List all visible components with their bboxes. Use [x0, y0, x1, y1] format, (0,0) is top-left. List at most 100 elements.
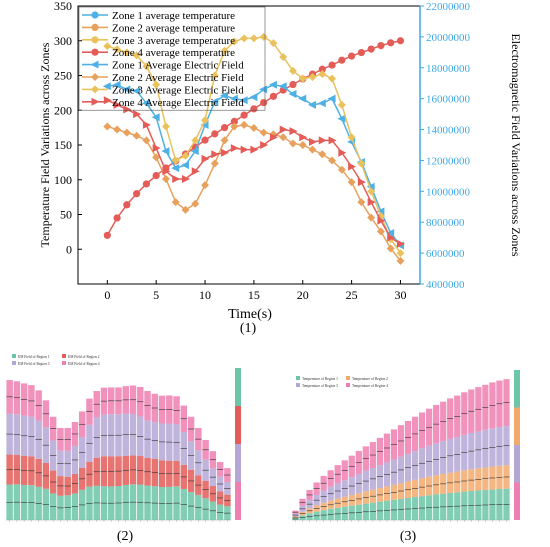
- temperature-stacked-bar-chart: Temperature of Region 1 Temperature of Re…: [292, 370, 520, 522]
- legend-label: EM Field of Region 2: [68, 355, 100, 359]
- data-point: [357, 198, 366, 207]
- data-point: [327, 94, 336, 103]
- data-point: [230, 117, 238, 125]
- data-point: [347, 178, 356, 187]
- y2-tick-label: 16000000: [426, 94, 471, 106]
- data-point: [278, 82, 287, 91]
- data-point: [123, 201, 131, 209]
- y2-tick-label: 4000000: [426, 279, 465, 291]
- y-axis-label: Temperature Field Variations across Zone…: [38, 42, 52, 247]
- data-point: [367, 213, 376, 222]
- y2-tick-label: 12000000: [426, 155, 471, 167]
- data-point: [269, 133, 278, 142]
- side-color-bar: [514, 407, 520, 445]
- side-color-bar: [235, 406, 241, 444]
- data-point: [240, 111, 248, 119]
- x-tick-label: 10: [199, 288, 211, 302]
- legend-label: Temperature of Region 4: [352, 384, 388, 388]
- side-color-bar: [514, 370, 520, 408]
- data-point: [211, 150, 220, 159]
- data-point: [91, 97, 100, 106]
- data-point: [289, 80, 297, 89]
- data-point: [230, 144, 239, 153]
- panel-label-2: (2): [117, 529, 134, 544]
- data-point: [91, 48, 99, 56]
- data-point: [308, 73, 317, 82]
- data-point: [210, 71, 219, 80]
- legend-label: Zone 2 average temperature: [112, 22, 235, 34]
- data-point: [133, 110, 142, 119]
- data-point: [298, 74, 307, 83]
- data-point: [308, 100, 317, 109]
- data-point: [210, 159, 219, 168]
- data-point: [298, 141, 307, 149]
- data-point: [91, 36, 99, 44]
- data-point: [269, 92, 278, 100]
- x-tick-label: 5: [153, 288, 159, 302]
- data-point: [142, 136, 151, 145]
- data-point: [122, 128, 131, 137]
- y-tick-label: 100: [54, 173, 72, 187]
- data-point: [249, 34, 258, 43]
- data-point: [211, 130, 219, 138]
- data-point: [91, 11, 99, 19]
- data-point: [151, 113, 160, 122]
- y-tick-label: 300: [54, 34, 72, 48]
- data-point: [337, 165, 346, 174]
- data-point: [103, 122, 112, 131]
- data-point: [102, 82, 111, 91]
- data-point: [141, 99, 150, 108]
- data-point: [103, 231, 111, 239]
- data-point: [367, 187, 376, 196]
- data-point: [357, 48, 365, 57]
- data-point: [288, 139, 297, 148]
- y2-tick-label: 8000000: [426, 217, 465, 229]
- legend-swatch: [62, 361, 66, 365]
- data-point: [279, 52, 288, 61]
- legend-swatch: [12, 361, 16, 365]
- data-point: [328, 61, 336, 69]
- data-point: [142, 180, 150, 188]
- data-point: [220, 46, 229, 55]
- data-point: [250, 105, 258, 113]
- data-point: [338, 56, 346, 64]
- data-point: [239, 96, 248, 105]
- y-tick-label: 50: [60, 208, 72, 222]
- data-point: [337, 114, 346, 123]
- legend-swatch: [296, 376, 300, 380]
- data-point: [230, 122, 239, 131]
- data-point: [122, 85, 131, 94]
- data-point: [132, 131, 141, 140]
- x-axis-label: Time(s): [228, 307, 272, 322]
- data-point: [210, 97, 219, 106]
- legend-label: EM Field of Region 1: [18, 355, 50, 359]
- x-tick-label: 20: [297, 288, 309, 302]
- legend-label: Zone 4 average temperature: [112, 47, 235, 59]
- data-point: [288, 90, 297, 99]
- data-point: [279, 125, 288, 134]
- data-point: [91, 85, 99, 94]
- data-point: [201, 154, 210, 163]
- data-point: [229, 94, 238, 103]
- data-point: [279, 133, 288, 142]
- data-point: [191, 136, 200, 145]
- data-point: [171, 198, 180, 207]
- data-point: [259, 32, 268, 41]
- data-point: [220, 91, 229, 100]
- data-point: [347, 133, 356, 142]
- legend-label: Temperature of Region 3: [302, 384, 338, 388]
- y2-tick-label: 10000000: [426, 186, 471, 198]
- right-y-axis: 4000000 6000000 8000000 10000000 12000000 140…: [419, 1, 471, 291]
- legend-label: Zone 1 average temperature: [112, 10, 235, 22]
- y-tick-label: 200: [54, 103, 72, 117]
- data-point: [240, 145, 249, 154]
- legend-label: Zone 3 Average Electric Field: [112, 84, 244, 96]
- data-point: [161, 122, 170, 131]
- data-point: [201, 136, 209, 144]
- x-tick-label: 15: [248, 288, 260, 302]
- data-point: [103, 96, 112, 105]
- data-point: [376, 227, 385, 236]
- y-tick-label: 350: [54, 0, 72, 13]
- data-point: [348, 52, 356, 60]
